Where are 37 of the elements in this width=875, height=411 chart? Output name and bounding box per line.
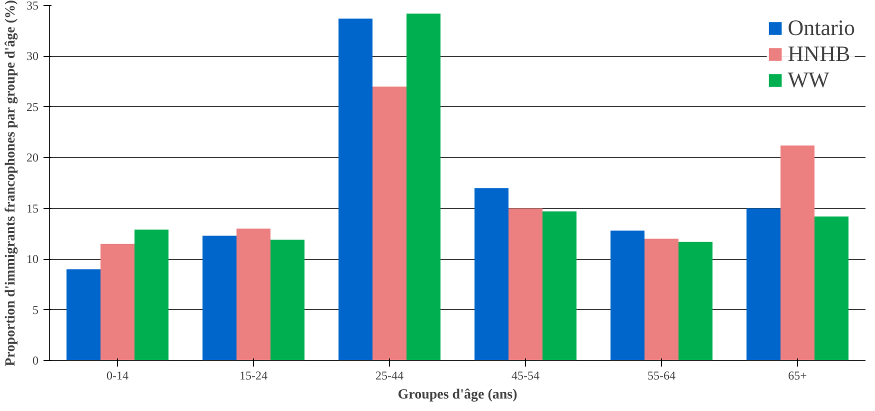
bar: [406, 14, 440, 360]
y-tick-label: 5: [32, 302, 38, 317]
bar: [66, 269, 100, 360]
bar: [746, 208, 780, 360]
bar: [100, 244, 134, 360]
y-tick-label: 35: [26, 0, 38, 12]
bar: [678, 242, 712, 360]
bar: [780, 145, 814, 360]
bar: [814, 216, 848, 360]
x-axis-title: Groupes d'âge (ans): [398, 388, 518, 402]
bar: [542, 211, 576, 360]
bar: [474, 188, 508, 360]
y-tick-label: 30: [26, 49, 38, 64]
bar: [644, 238, 678, 360]
bar: [508, 208, 542, 360]
bar: [610, 230, 644, 360]
y-tick-label: 25: [26, 100, 38, 114]
legend-label: WW: [788, 67, 830, 93]
bar: [372, 86, 406, 360]
x-tick-label: 65+: [788, 368, 808, 382]
y-tick-label: 0: [32, 354, 38, 368]
legend-label: Ontario: [788, 15, 855, 41]
bar: [202, 236, 236, 360]
x-tick-label: 0-14: [106, 368, 128, 382]
bar: [270, 240, 304, 360]
y-axis-title: Proportion d'immigrants francophones par groupe d'âge (%): [4, 0, 18, 366]
x-tick-label: 25-44: [376, 368, 404, 382]
bar: [236, 228, 270, 360]
y-tick-label: 10: [26, 252, 38, 266]
x-tick-label: 55-64: [648, 368, 676, 382]
bar: [338, 18, 372, 360]
y-tick-label: 20: [26, 150, 38, 165]
y-tick-label: 15: [26, 201, 38, 216]
x-tick-label: 45-54: [512, 368, 540, 382]
bar: [134, 230, 168, 360]
legend-label: HNHB: [788, 41, 850, 67]
x-tick-label: 15-24: [240, 368, 268, 382]
